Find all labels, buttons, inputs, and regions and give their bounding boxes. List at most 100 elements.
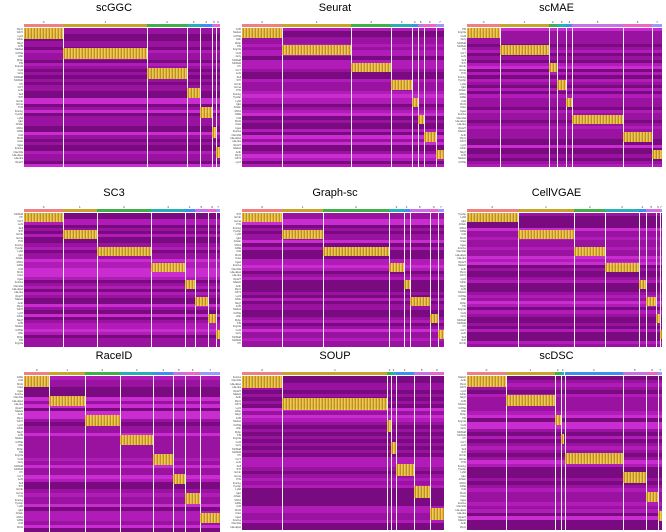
- cluster-number: 3: [192, 20, 195, 24]
- panel-title: CellVGAE: [531, 187, 582, 199]
- gene-label: Lef1: [235, 461, 241, 465]
- gene-label: Fcgr3a: [232, 437, 241, 441]
- cluster-number: 5: [200, 205, 203, 209]
- cluster-color-bar: [500, 24, 549, 27]
- gene-label: Cd74: [16, 420, 23, 424]
- cluster-color-bar: [656, 209, 661, 212]
- gene-row-band: [242, 141, 444, 146]
- gene-label: Cd79a: [458, 160, 466, 164]
- gene-label: Hbb: [18, 332, 23, 336]
- gene-row-band: [467, 88, 662, 92]
- gene-row-band: [242, 110, 444, 114]
- cluster-number: 7: [659, 368, 661, 372]
- marker-block: [605, 263, 639, 273]
- cluster-number: 7: [209, 368, 212, 372]
- gene-label: Klrd1: [16, 382, 23, 386]
- gene-row-band: [24, 106, 220, 111]
- gene-row-band: [24, 119, 220, 124]
- gene-label: Ly6d: [235, 488, 241, 492]
- cluster-number: 7: [440, 205, 442, 209]
- cluster-separator: [605, 213, 607, 347]
- gene-row-band: [467, 59, 662, 64]
- gene-label: Mzb1: [16, 515, 23, 519]
- gene-row-band: [467, 28, 662, 32]
- cluster-number: 4: [188, 205, 191, 209]
- cluster-color-bar: [282, 24, 352, 27]
- gene-row-band: [242, 81, 444, 86]
- heatmap-panel: scDSC 0 1 2 3 4 5 6 7 Malat1 Actb Ptprc Cd74 Lyz2 Cd3e…: [451, 350, 662, 530]
- gene-row-band: [242, 258, 444, 263]
- gene-label: Fcgr3a: [232, 325, 241, 329]
- gene-row-band: [467, 103, 662, 108]
- gene-row-band: [242, 31, 444, 35]
- gene-label: Hla-dqa1: [230, 270, 241, 274]
- gene-row-band: [242, 432, 444, 436]
- gene-label: Malat1: [233, 281, 241, 285]
- expression-heatmap: [467, 28, 662, 167]
- gene-label: Cst3: [460, 311, 466, 315]
- gene-row-band: [467, 280, 662, 284]
- gene-row-band: [242, 243, 444, 247]
- gene-label: Clec10a: [13, 396, 23, 400]
- cluster-number: 1: [523, 20, 526, 24]
- gene-row-band: [24, 415, 220, 420]
- gene-label: Cd79a: [458, 406, 466, 410]
- gene-row-band: [242, 240, 444, 244]
- gene-label: Itgax: [235, 260, 241, 264]
- cluster-number: 0: [42, 205, 45, 209]
- gene-row-band: [467, 313, 662, 318]
- gene-label: Fcer1g: [457, 464, 466, 468]
- gene-label: Ms4a1: [15, 325, 23, 329]
- gene-row-band: [24, 386, 220, 391]
- gene-row-band: [242, 484, 444, 489]
- gene-row-band: [242, 390, 444, 394]
- gene-row-band: [242, 234, 444, 238]
- cluster-number: 0: [42, 20, 45, 24]
- cluster-number: 1: [104, 20, 107, 24]
- gene-label-column: Fcer1a Clec10a Hla-dqa1 Hla-dra Rps27 Malat1 A…: [226, 376, 241, 530]
- cluster-separator: [212, 28, 214, 167]
- gene-row-band: [242, 151, 444, 155]
- gene-row-band: [467, 243, 662, 247]
- gene-label: Sell: [236, 75, 241, 79]
- gene-row-band: [242, 225, 444, 229]
- gene-row-band: [242, 88, 444, 92]
- gene-label: Cd4: [236, 505, 241, 509]
- cluster-separator: [216, 28, 218, 167]
- gene-row-band: [467, 50, 662, 54]
- marker-block: [120, 434, 154, 446]
- gene-row-band: [242, 337, 444, 342]
- gene-label-column: Tcf7 Gzmb Gzma Prf1 Fcer1g Tyrobp Ly6d Igkc Jcha…: [226, 213, 241, 347]
- cluster-color-bar: [242, 209, 283, 212]
- cluster-color-bar: [389, 209, 404, 212]
- marker-block: [216, 147, 220, 159]
- gene-label: Ctsw: [460, 495, 466, 499]
- gene-row-band: [242, 421, 444, 426]
- gene-row-band: [24, 376, 220, 381]
- gene-row-band: [24, 397, 220, 402]
- gene-label: Mzb1: [234, 498, 241, 502]
- gene-row-band: [242, 119, 444, 124]
- gene-row-band: [467, 148, 662, 152]
- gene-row-band: [242, 37, 444, 42]
- gene-label: Hla-dqa1: [230, 137, 241, 140]
- gene-row-band: [467, 295, 662, 299]
- gene-row-band: [242, 325, 444, 330]
- marker-block: [96, 246, 152, 256]
- gene-row-band: [24, 276, 220, 281]
- cluster-color-bar: [282, 209, 323, 212]
- cluster-number: 3: [395, 205, 398, 209]
- gene-label-column: Ccl5 Ms4a1 Cd79a Hbb Ppbp Pf4 Fcgr3a Cst3 Gnly S1…: [226, 28, 241, 167]
- gene-label: Ms4a1: [233, 420, 241, 424]
- gene-row-band: [242, 106, 444, 111]
- cluster-separator: [556, 28, 558, 167]
- gene-row-band: [467, 322, 662, 327]
- gene-row-band: [24, 457, 220, 462]
- marker-block: [437, 330, 444, 340]
- gene-label: Ccl5: [235, 416, 241, 420]
- gene-row-band: [24, 337, 220, 342]
- cluster-separator: [200, 376, 202, 532]
- cluster-color-bar: [96, 209, 152, 212]
- gene-label: S100a8: [457, 430, 466, 434]
- marker-block: [395, 464, 414, 477]
